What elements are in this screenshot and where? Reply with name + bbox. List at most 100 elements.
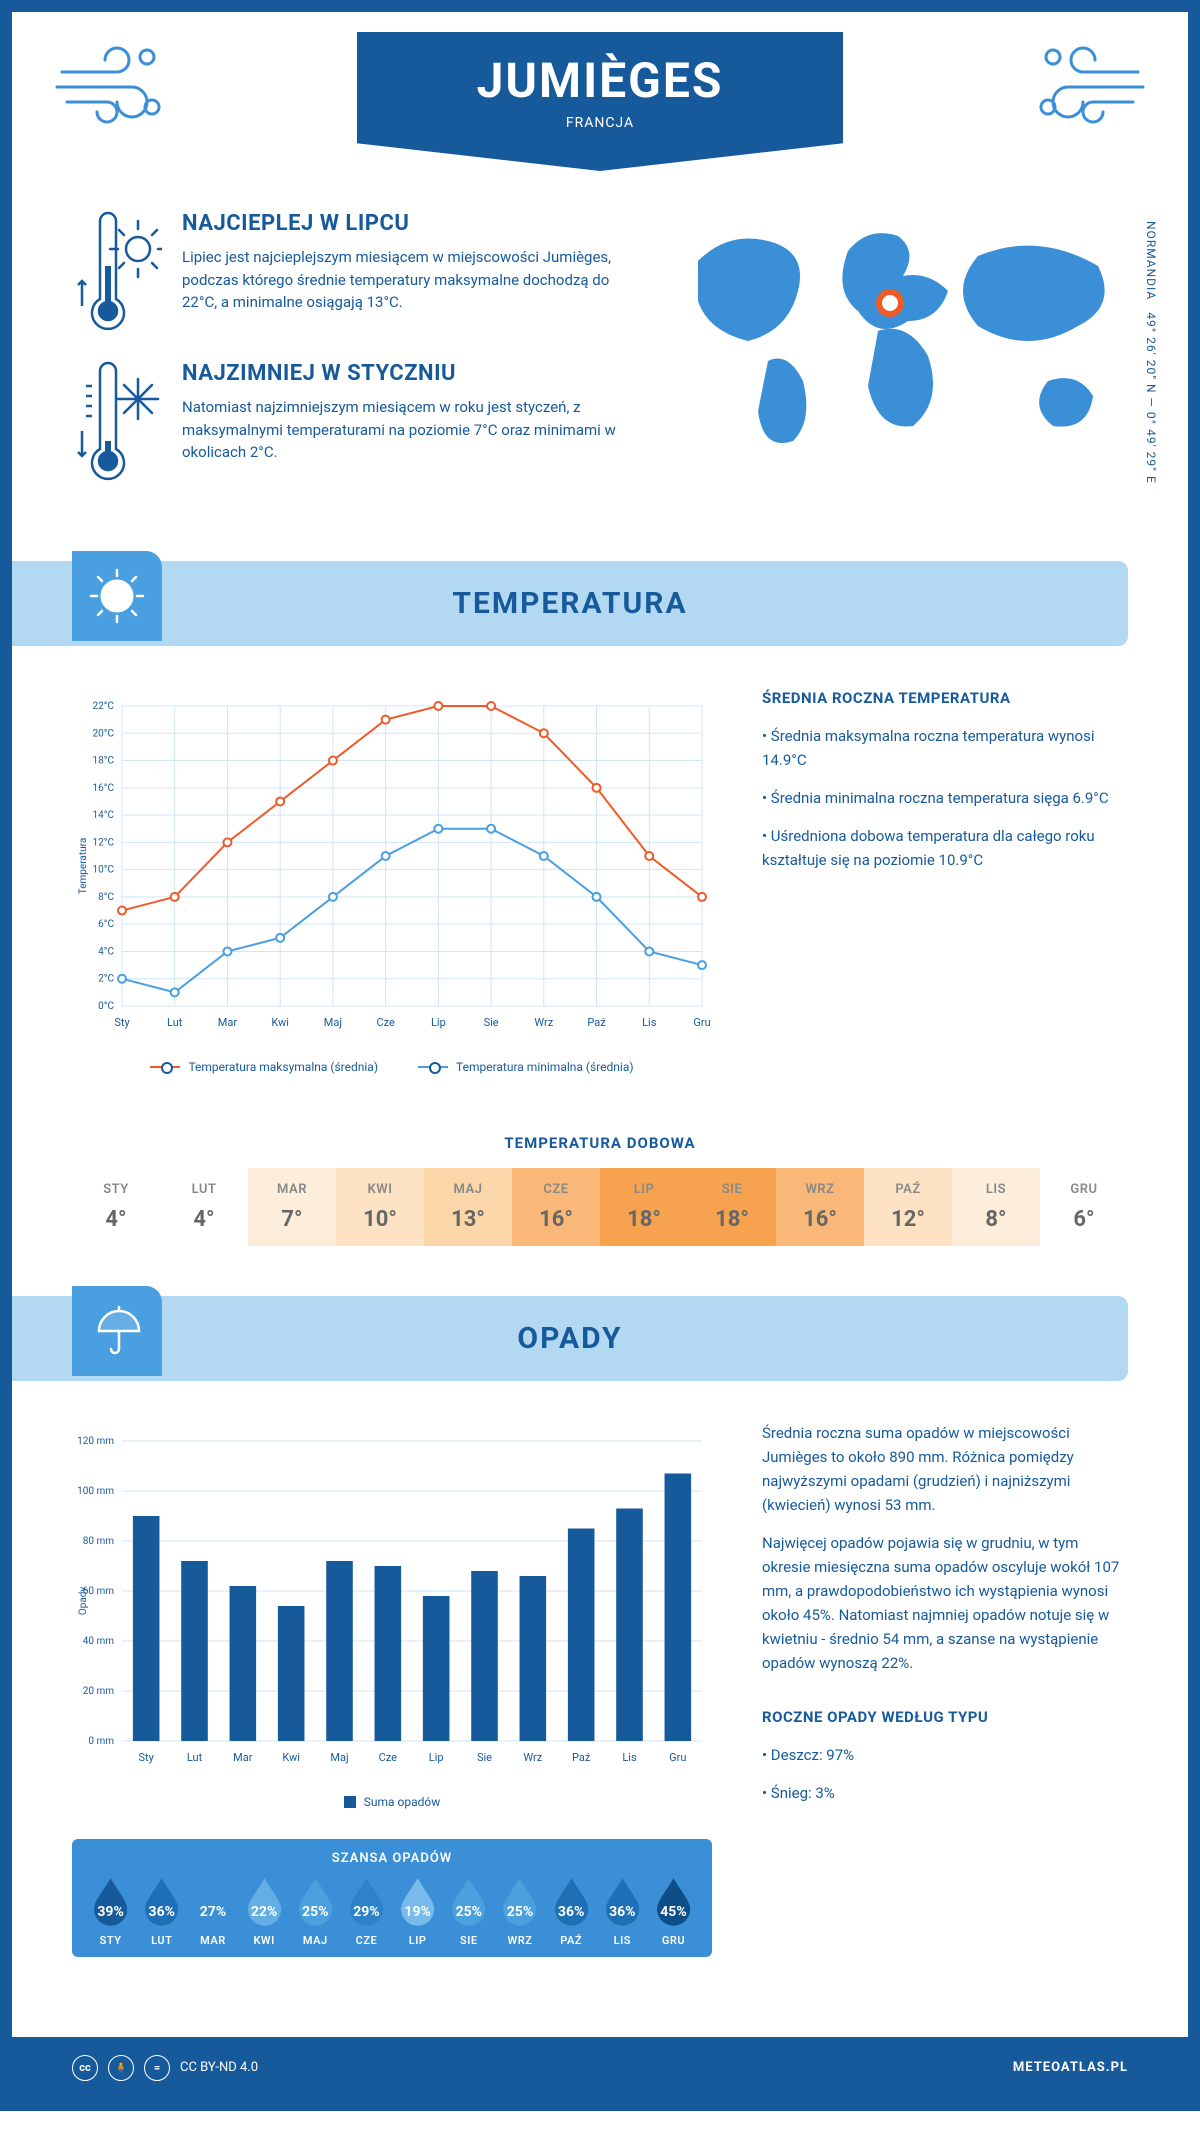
cold-month-block: NAJZIMNIEJ W STYCZNIU Natomiast najzimni…: [72, 361, 628, 481]
footer-license: cc 🧍 = CC BY-ND 4.0: [72, 2055, 258, 2081]
cold-text: Natomiast najzimniejszym miesiącem w rok…: [182, 396, 628, 464]
svg-text:6°C: 6°C: [98, 919, 114, 930]
nd-icon: =: [144, 2055, 170, 2081]
rain-type-1: • Śnieg: 3%: [762, 1781, 1128, 1805]
svg-text:Lis: Lis: [622, 1751, 637, 1764]
svg-text:12°C: 12°C: [93, 837, 115, 848]
daily-temp-cell: LUT4°: [160, 1168, 248, 1246]
svg-text:Maj: Maj: [324, 1016, 342, 1029]
svg-text:Gru: Gru: [693, 1016, 710, 1029]
legend-max: Temperatura maksymalna (średnia): [150, 1060, 378, 1074]
daily-temp-cell: KWI10°: [336, 1168, 424, 1246]
rain-chance-drop: 25% MAJ: [293, 1876, 338, 1947]
daily-temp-cell: GRU6°: [1040, 1168, 1128, 1246]
svg-text:Maj: Maj: [330, 1751, 348, 1764]
svg-text:Temperatura: Temperatura: [78, 838, 89, 895]
svg-text:Lut: Lut: [167, 1016, 183, 1029]
svg-text:Sty: Sty: [138, 1751, 154, 1764]
svg-text:0 mm: 0 mm: [88, 1736, 114, 1747]
daily-temp-title: TEMPERATURA DOBOWA: [12, 1134, 1188, 1152]
svg-text:100 mm: 100 mm: [77, 1486, 114, 1497]
legend-min: Temperatura minimalna (średnia): [418, 1060, 634, 1074]
title-banner: JUMIÈGES FRANCJA: [357, 32, 844, 171]
thermometer-cold-icon: [72, 361, 162, 481]
rain-chance-drop: 45% GRU: [651, 1876, 696, 1947]
svg-text:14°C: 14°C: [93, 810, 115, 821]
rain-chance-drop: 36% LUT: [139, 1876, 184, 1947]
svg-text:16°C: 16°C: [93, 783, 115, 794]
hot-text: Lipiec jest najcieplejszym miesiącem w m…: [182, 246, 628, 314]
svg-text:Gru: Gru: [669, 1751, 686, 1764]
svg-text:Opady: Opady: [78, 1587, 89, 1616]
wind-icon-right: [1028, 32, 1148, 132]
temperature-side-text: ŚREDNIA ROCZNA TEMPERATURA • Średnia mak…: [762, 686, 1128, 1074]
intro-right: NORMANDIA 49° 26' 20" N — 0° 49' 29" E: [668, 211, 1128, 511]
svg-text:Sie: Sie: [477, 1751, 492, 1764]
svg-text:Cze: Cze: [376, 1016, 395, 1029]
svg-text:4°C: 4°C: [98, 946, 114, 957]
daily-temp-cell: CZE16°: [512, 1168, 600, 1246]
temp-side-title: ŚREDNIA ROCZNA TEMPERATURA: [762, 686, 1128, 710]
rain-chance-drop: 22% KWI: [242, 1876, 287, 1947]
rain-chance-drop: 29% CZE: [344, 1876, 389, 1947]
rain-type-0: • Deszcz: 97%: [762, 1743, 1128, 1767]
thermometer-hot-icon: [72, 211, 162, 331]
rain-chance-drop: 36% PAŹ: [549, 1876, 594, 1947]
wind-icon-left: [52, 32, 172, 132]
svg-text:Wrz: Wrz: [523, 1751, 542, 1764]
cold-title: NAJZIMNIEJ W STYCZNIU: [182, 361, 628, 386]
svg-text:Kwi: Kwi: [271, 1016, 289, 1029]
svg-text:20 mm: 20 mm: [83, 1686, 114, 1697]
rain-chart-area: 0 mm20 mm40 mm60 mm80 mm100 mm120 mmOpad…: [72, 1421, 712, 1957]
world-map-icon: [668, 211, 1128, 471]
daily-temp-cell: PAŹ12°: [864, 1168, 952, 1246]
umbrella-tab-icon: [72, 1286, 162, 1376]
svg-text:Kwi: Kwi: [282, 1751, 300, 1764]
temperature-section-header: TEMPERATURA: [12, 561, 1128, 646]
rain-chance-drop: 25% SIE: [446, 1876, 491, 1947]
svg-text:22°C: 22°C: [93, 701, 115, 712]
coordinates-text: NORMANDIA 49° 26' 20" N — 0° 49' 29" E: [1144, 221, 1158, 484]
daily-temp-cell: MAJ13°: [424, 1168, 512, 1246]
rain-body: 0 mm20 mm40 mm60 mm80 mm100 mm120 mmOpad…: [12, 1411, 1188, 1997]
svg-text:0°C: 0°C: [98, 1001, 114, 1012]
svg-text:20°C: 20°C: [93, 728, 115, 739]
daily-temp-cell: LIP18°: [600, 1168, 688, 1246]
temperature-body: 0°C2°C4°C6°C8°C10°C12°C14°C16°C18°C20°C2…: [12, 676, 1188, 1114]
page-header: JUMIÈGES FRANCJA: [12, 12, 1188, 211]
daily-temp-table: STY4°LUT4°MAR7°KWI10°MAJ13°CZE16°LIP18°S…: [72, 1168, 1128, 1246]
rain-legend: Suma opadów: [72, 1795, 712, 1809]
rain-type-title: ROCZNE OPADY WEDŁUG TYPU: [762, 1705, 1128, 1729]
temp-bullet-0: • Średnia maksymalna roczna temperatura …: [762, 724, 1128, 772]
rain-p1: Średnia roczna suma opadów w miejscowośc…: [762, 1421, 1128, 1517]
svg-text:10°C: 10°C: [93, 865, 115, 876]
svg-text:Paź: Paź: [572, 1751, 591, 1764]
rain-chance-panel: SZANSA OPADÓW 39% STY 36% LUT 27% MAR 22…: [72, 1839, 712, 1957]
svg-text:120 mm: 120 mm: [77, 1436, 114, 1447]
temperature-line-chart: 0°C2°C4°C6°C8°C10°C12°C14°C16°C18°C20°C2…: [72, 686, 712, 1046]
daily-temp-cell: MAR7°: [248, 1168, 336, 1246]
daily-temp-cell: STY4°: [72, 1168, 160, 1246]
svg-text:80 mm: 80 mm: [83, 1536, 114, 1547]
svg-text:18°C: 18°C: [93, 756, 115, 767]
footer-site: METEOATLAS.PL: [1013, 2060, 1128, 2075]
page-footer: cc 🧍 = CC BY-ND 4.0 METEOATLAS.PL: [12, 2037, 1188, 2099]
svg-text:Lip: Lip: [429, 1751, 444, 1764]
svg-text:Wrz: Wrz: [534, 1016, 553, 1029]
temp-bullet-2: • Uśredniona dobowa temperatura dla całe…: [762, 824, 1128, 872]
svg-text:Sty: Sty: [114, 1016, 130, 1029]
svg-text:Lis: Lis: [642, 1016, 657, 1029]
license-text: CC BY-ND 4.0: [180, 2060, 258, 2075]
hot-month-block: NAJCIEPLEJ W LIPCU Lipiec jest najcieple…: [72, 211, 628, 331]
rain-chance-drop: 36% LIS: [600, 1876, 645, 1947]
daily-temp-cell: LIS8°: [952, 1168, 1040, 1246]
svg-text:Cze: Cze: [379, 1751, 398, 1764]
cc-icon: cc: [72, 2055, 98, 2081]
intro-section: NAJCIEPLEJ W LIPCU Lipiec jest najcieple…: [12, 211, 1188, 541]
rain-chance-drop: 39% STY: [88, 1876, 133, 1947]
rain-section-header: OPADY: [12, 1296, 1128, 1381]
temp-bullet-1: • Średnia minimalna roczna temperatura s…: [762, 786, 1128, 810]
svg-text:40 mm: 40 mm: [83, 1636, 114, 1647]
city-title: JUMIÈGES: [477, 52, 724, 109]
rain-chance-drops: 39% STY 36% LUT 27% MAR 22% KWI 25% MAJ: [88, 1876, 696, 1947]
